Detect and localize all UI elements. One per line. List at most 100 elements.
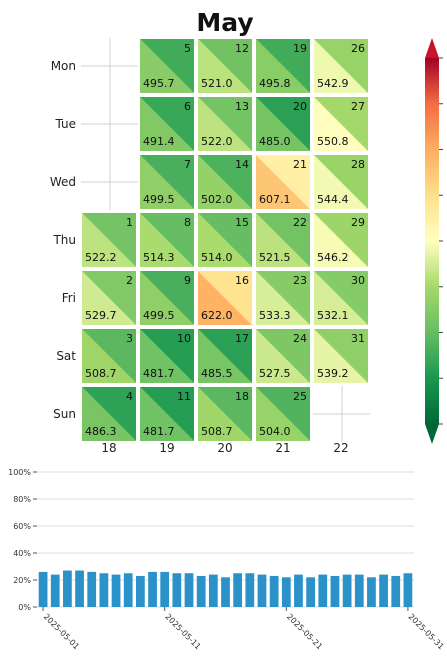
- cell-day-number: 25: [293, 390, 307, 403]
- cell-value-label: 529.7: [85, 309, 117, 322]
- heatmap-cell: 16 622.0: [196, 269, 254, 327]
- cell-border: [80, 385, 138, 443]
- bar: [221, 577, 230, 607]
- cell-value-label: 485.5: [201, 367, 233, 380]
- cell-value-label: 491.4: [143, 135, 175, 148]
- cell-value-label: 622.0: [201, 309, 233, 322]
- cell-secondary-triangle: [139, 386, 195, 442]
- cell-value-label: 499.5: [143, 309, 175, 322]
- cell-secondary-triangle: [139, 328, 195, 384]
- weekday-label: Sat: [56, 349, 76, 363]
- heatmap-cell: 17 485.5: [196, 327, 254, 385]
- cell-secondary-triangle: [139, 270, 195, 326]
- cell-border: [254, 153, 312, 211]
- bar: [160, 571, 170, 607]
- heatmap-cell: 9 499.5: [138, 269, 196, 327]
- cell-day-number: 8: [184, 216, 191, 229]
- cell-value-label: 522.0: [201, 135, 233, 148]
- heatmap-cell: 14 502.0: [196, 153, 254, 211]
- cell-day-number: 6: [184, 100, 191, 113]
- cell-border: [312, 37, 370, 95]
- bar: [306, 577, 316, 607]
- colorbar: [425, 38, 443, 444]
- heatmap-cell: 21 607.1: [254, 153, 312, 211]
- heatmap-cell: 1 522.2: [80, 211, 138, 269]
- cell-secondary-triangle: [81, 386, 137, 442]
- cell-border: [80, 211, 138, 269]
- heatmap-cell: 28 544.4: [312, 153, 370, 211]
- cell-secondary-triangle: [197, 154, 253, 210]
- bar: [111, 574, 121, 607]
- bar: [99, 573, 109, 607]
- week-label: 21: [275, 441, 290, 455]
- cell-value-label: 502.0: [201, 193, 233, 206]
- cell-value-label: 495.7: [143, 77, 175, 90]
- heatmap-cell: 30 532.1: [312, 269, 370, 327]
- cell-border: [254, 385, 312, 443]
- weekday-label: Mon: [51, 59, 76, 73]
- cell-day-number: 2: [126, 274, 133, 287]
- cell-day-number: 24: [293, 332, 307, 345]
- cell-value-label: 544.4: [317, 193, 349, 206]
- cell-secondary-triangle: [255, 270, 311, 326]
- y-tick-label: 60%: [13, 522, 31, 531]
- bar: [87, 571, 97, 607]
- cell-day-number: 16: [235, 274, 249, 287]
- cell-border: [196, 37, 254, 95]
- cell-border: [138, 37, 196, 95]
- cell-border: [80, 327, 138, 385]
- cell-value-label: 522.2: [85, 251, 117, 264]
- heatmap-cell: 8 514.3: [138, 211, 196, 269]
- cell-value-label: 499.5: [143, 193, 175, 206]
- cell-day-number: 22: [293, 216, 307, 229]
- heatmap-cell: 25 504.0: [254, 385, 312, 443]
- cell-border: [138, 95, 196, 153]
- bar: [367, 577, 376, 607]
- heatmap-cell: 26 542.9: [312, 37, 370, 95]
- cell-border: [196, 269, 254, 327]
- cell-value-label: 495.8: [259, 77, 291, 90]
- cell-secondary-triangle: [313, 270, 369, 326]
- bar: [148, 571, 157, 607]
- cell-secondary-triangle: [313, 38, 369, 94]
- cell-secondary-triangle: [81, 212, 137, 268]
- cell-day-number: 17: [235, 332, 249, 345]
- cell-day-number: 5: [184, 42, 191, 55]
- heatmap-cell: 11 481.7: [138, 385, 196, 443]
- cell-value-label: 550.8: [317, 135, 349, 148]
- cell-secondary-triangle: [313, 328, 369, 384]
- cell-day-number: 11: [177, 390, 191, 403]
- y-axis-ticks: 0% 20% 40% 60% 80% 100%: [8, 468, 37, 612]
- heatmap-cell: 7 499.5: [138, 153, 196, 211]
- bar: [379, 574, 388, 607]
- y-tick-label: 40%: [13, 549, 31, 558]
- heatmap-cell: 18 508.7: [196, 385, 254, 443]
- cell-border: [312, 153, 370, 211]
- cell-day-number: 13: [235, 100, 249, 113]
- cell-border: [254, 37, 312, 95]
- y-tick-label: 20%: [13, 576, 31, 585]
- x-axis-ticks: 2025-05-01 2025-05-11 2025-05-21 2025-05-31: [42, 607, 446, 651]
- cell-border: [196, 153, 254, 211]
- heatmap-cell: 20 485.0: [254, 95, 312, 153]
- heatmap-cells: 1 522.2 2 529.7 3 508.7 4 486.3 5 495.7 6 491.4 7 499…: [80, 37, 370, 443]
- cell-secondary-triangle: [197, 96, 253, 152]
- cell-value-label: 546.2: [317, 251, 349, 264]
- y-tick-label: 100%: [8, 468, 31, 477]
- heatmap-cell: 24 527.5: [254, 327, 312, 385]
- bar: [391, 575, 401, 607]
- cell-border: [138, 327, 196, 385]
- cell-value-label: 504.0: [259, 425, 291, 438]
- cell-secondary-triangle: [313, 212, 369, 268]
- weekday-label: Thu: [52, 233, 76, 247]
- colorbar-gradient: [425, 58, 439, 424]
- bar: [294, 574, 303, 607]
- cell-secondary-triangle: [81, 328, 137, 384]
- weekday-label: Tue: [55, 117, 77, 131]
- weekday-label: Sun: [53, 407, 76, 421]
- cell-border: [312, 327, 370, 385]
- cell-value-label: 508.7: [85, 367, 117, 380]
- bar: [123, 573, 133, 607]
- bar-series: [38, 570, 413, 607]
- cell-border: [138, 153, 196, 211]
